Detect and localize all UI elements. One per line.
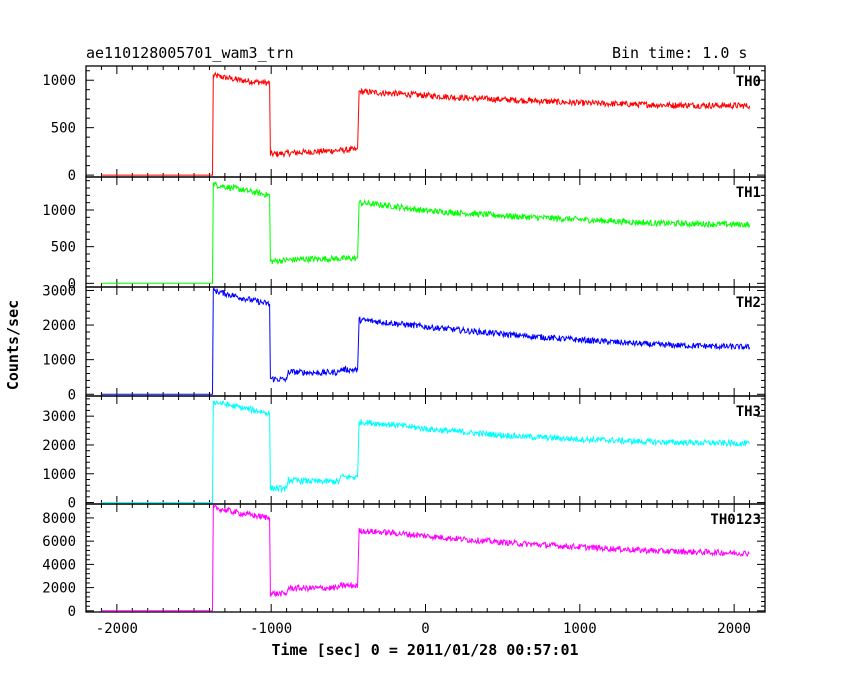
panel-frame: [85, 286, 766, 397]
y-tick-label: 1000: [42, 467, 76, 483]
y-tick-label: 2000: [42, 438, 76, 454]
panel-frame: [85, 395, 766, 505]
y-tick-label: 0: [68, 276, 76, 292]
x-tick-label: 1000: [563, 621, 597, 637]
x-tick-label: 2000: [717, 621, 751, 637]
panel-label: TH1: [736, 185, 761, 201]
y-tick-label: 4000: [42, 557, 76, 573]
panel-frame: [85, 65, 766, 178]
y-tick-label: 3000: [42, 283, 76, 299]
series-line-th0: [101, 71, 751, 176]
panel-label: TH2: [736, 295, 761, 311]
panel-th0123: 0 2000 4000 6000 8000 TH0123: [42, 503, 766, 620]
panel-label: TH3: [736, 404, 761, 420]
series-line-th1: [101, 180, 751, 284]
y-tick-label: 0: [68, 387, 76, 403]
y-tick-label: 0: [68, 496, 76, 512]
panels: 0 500 1000 TH0 0 500 1000 TH1 0 1000 2000 3000 TH2 0 1…: [42, 65, 766, 637]
y-tick-label: 2000: [42, 581, 76, 597]
x-axis-label: Time [sec] 0 = 2011/01/28 00:57:01: [271, 641, 578, 659]
y-tick-label: 6000: [42, 534, 76, 550]
y-tick-label: 500: [51, 240, 76, 256]
panel-label: TH0123: [710, 512, 761, 528]
panel-th2: 0 1000 2000 3000 TH2: [42, 283, 766, 403]
y-tick-label: 500: [51, 121, 76, 137]
y-axis-label: Counts/sec: [4, 300, 22, 390]
y-tick-label: 1000: [42, 203, 76, 219]
chart-title: ae110128005701_wam3_trn: [86, 44, 294, 62]
y-tick-label: 3000: [42, 409, 76, 425]
panel-th1: 0 500 1000 TH1: [42, 176, 766, 292]
panel-frame: [85, 176, 766, 288]
y-tick-label: 0: [68, 604, 76, 620]
x-tick-label: -2000: [96, 621, 138, 637]
panel-label: TH0: [736, 74, 761, 90]
series-line-th2: [101, 286, 751, 395]
series-line-th0123: [101, 504, 750, 612]
series-line-th3: [101, 399, 750, 504]
y-tick-label: 1000: [42, 73, 76, 89]
panel-frame: [85, 503, 766, 613]
panel-th3: 0 1000 2000 3000 TH3: [42, 395, 766, 512]
x-tick-label: 0: [421, 621, 429, 637]
x-tick-label: -1000: [250, 621, 292, 637]
y-tick-label: 2000: [42, 318, 76, 334]
y-tick-label: 0: [68, 168, 76, 184]
y-tick-label: 1000: [42, 353, 76, 369]
panel-th0: 0 500 1000 TH0: [42, 65, 766, 184]
y-tick-label: 8000: [42, 511, 76, 527]
bin-time-label: Bin time: 1.0 s: [612, 44, 748, 62]
